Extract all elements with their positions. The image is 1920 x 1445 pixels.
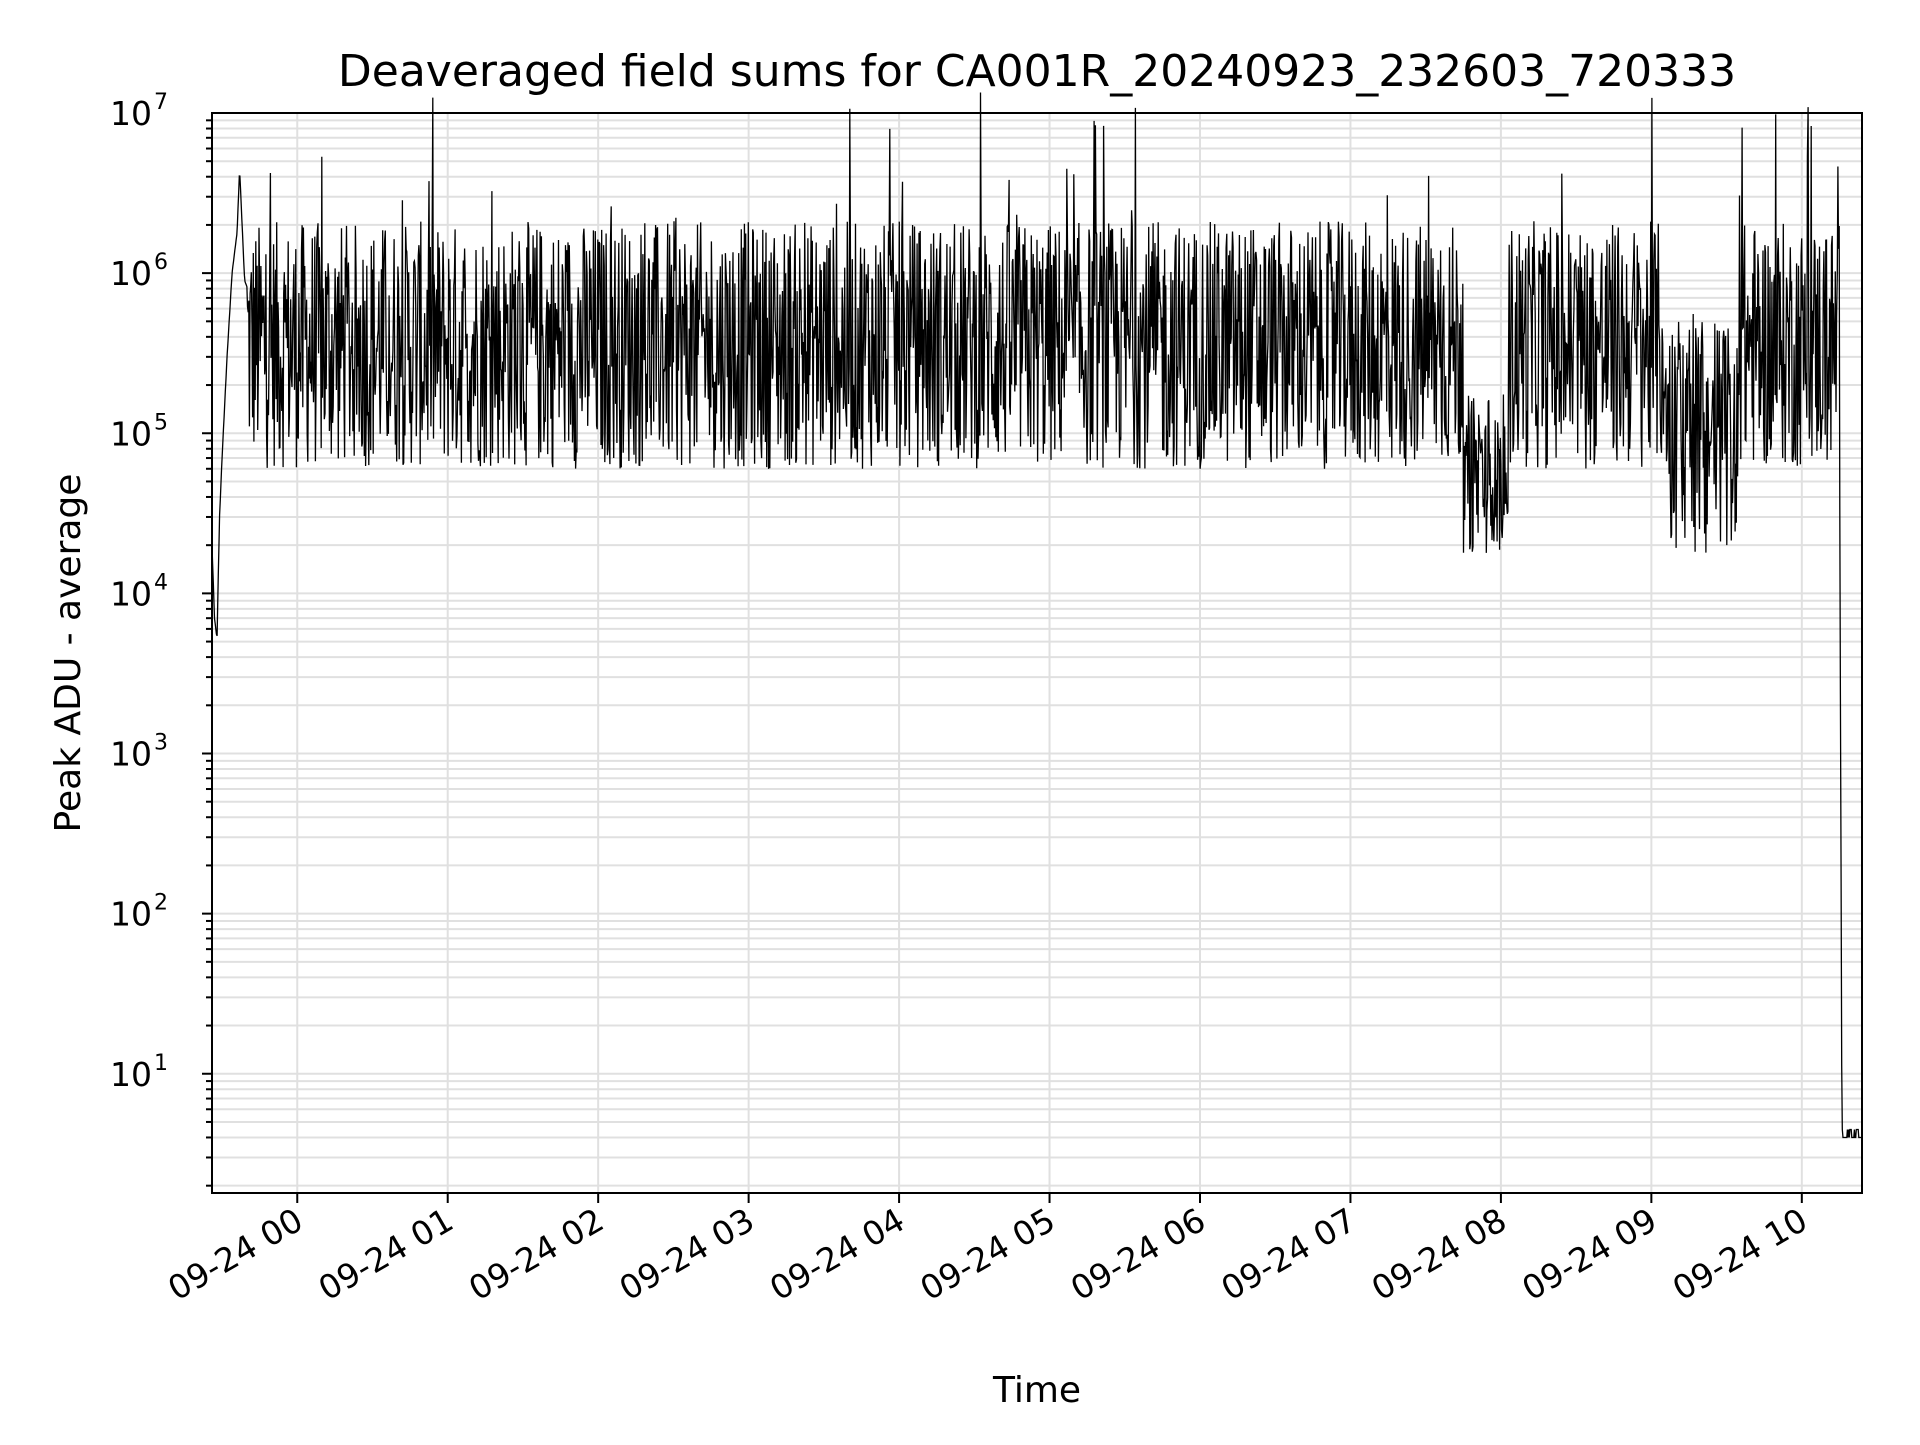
- plot-frame: [211, 112, 1863, 1194]
- y-axis-label: Peak ADU - average: [48, 474, 89, 833]
- y-tick-exponent: 7: [154, 90, 168, 115]
- y-tick-label: 10: [110, 895, 152, 934]
- y-tick-label: 10: [110, 94, 152, 133]
- y-tick-exponent: 5: [154, 410, 168, 435]
- y-tick-exponent: 4: [154, 570, 168, 595]
- y-tick-label: 10: [110, 735, 152, 774]
- y-tick-exponent: 2: [154, 891, 168, 916]
- y-tick-exponent: 1: [154, 1051, 168, 1076]
- grid: [212, 113, 1862, 1193]
- y-tick-label: 10: [110, 414, 152, 453]
- tick-marks: [202, 119, 1803, 1203]
- y-tick-exponent: 6: [154, 250, 168, 275]
- series-line: [211, 92, 1862, 1139]
- y-tick-exponent: 3: [154, 731, 168, 756]
- y-tick-label: 10: [110, 254, 152, 293]
- y-tick-label: 10: [110, 574, 152, 613]
- y-tick-label: 10: [110, 1055, 152, 1094]
- chart-title: Deaveraged field sums for CA001R_2024092…: [338, 46, 1736, 97]
- x-axis-label: Time: [992, 1370, 1081, 1411]
- series-layer: [211, 92, 1862, 1139]
